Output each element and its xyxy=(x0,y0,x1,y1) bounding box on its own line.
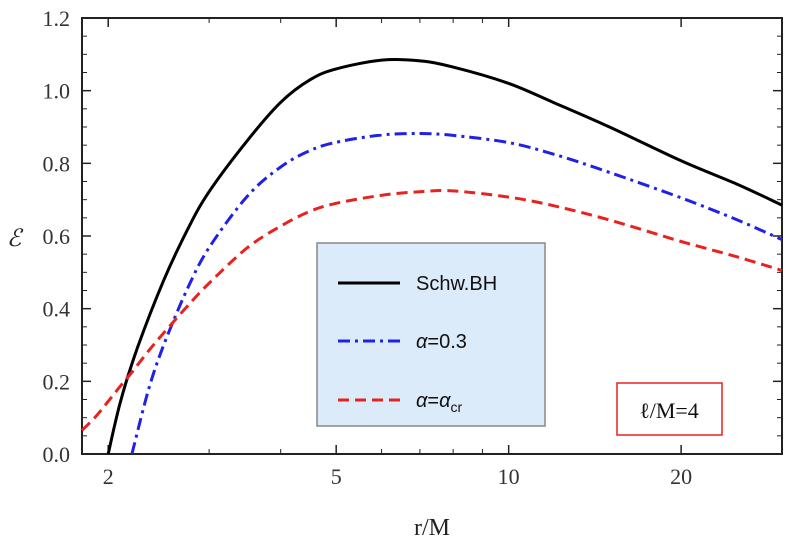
y-tick-label-1: 0.2 xyxy=(43,369,71,394)
legend-alpha03-symbol: α xyxy=(416,331,428,353)
y-tick-label-2: 0.4 xyxy=(43,297,71,322)
y-tick-label-4: 0.8 xyxy=(43,151,71,176)
x-tick-label-2: 10 xyxy=(498,464,520,489)
series-line-alpha-cr xyxy=(80,189,783,432)
legend-alphacr-symbol: α xyxy=(416,390,428,412)
x-tick-label-3: 20 xyxy=(670,464,692,489)
legend-alpha03-rest: =0.3 xyxy=(427,331,466,353)
series-group xyxy=(80,57,783,455)
y-tick-label-3: 0.6 xyxy=(43,224,71,249)
series-line-schw-bh xyxy=(106,57,783,455)
series-line-alpha-0-3 xyxy=(130,132,783,455)
legend-box xyxy=(316,242,546,427)
legend: Schw.BH α=0.3 α=αcr xyxy=(316,242,546,427)
y-tick-label-6: 1.2 xyxy=(43,6,71,31)
x-tick-label-1: 5 xyxy=(331,464,342,489)
annotation-text: ℓ/M=4 xyxy=(639,398,699,423)
y-axis-label: ℰ xyxy=(7,226,24,252)
legend-alphacr-symbol2: α xyxy=(439,390,451,412)
x-axis-label: r/M xyxy=(414,515,450,541)
legend-alphacr-subscript: cr xyxy=(451,399,463,415)
y-tick-label-0: 0.0 xyxy=(43,442,71,467)
annotation-box xyxy=(616,382,723,436)
y-tick-label-5: 1.0 xyxy=(43,79,71,104)
legend-label-alpha03: α=0.3 xyxy=(416,331,467,353)
legend-label-alphacr: α=αcr xyxy=(416,390,463,415)
axis-ticks: 2 5 10 20 0.0 0.2 0.4 0.6 0.8 1.0 1.2 xyxy=(43,6,783,489)
parameter-annotation: ℓ/M=4 xyxy=(616,382,723,436)
legend-label-schw: Schw.BH xyxy=(416,273,497,295)
legend-alphacr-eq: = xyxy=(427,390,439,412)
x-tick-label-0: 2 xyxy=(103,464,114,489)
